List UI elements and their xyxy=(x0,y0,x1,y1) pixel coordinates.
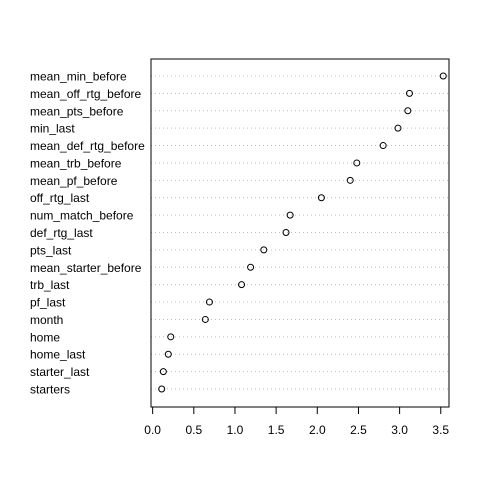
category-label: mean_starter_before xyxy=(30,261,142,275)
data-point xyxy=(260,246,268,254)
category-labels: mean_min_before mean_off_rtg_before mean_p… xyxy=(30,70,145,397)
data-point xyxy=(238,281,246,289)
x-tick-label: 2.0 xyxy=(309,423,326,437)
data-point xyxy=(167,333,175,341)
data-point xyxy=(404,107,412,115)
category-label: starter_last xyxy=(30,365,90,379)
data-point xyxy=(247,263,255,271)
data-point xyxy=(405,89,413,97)
category-label: mean_min_before xyxy=(30,70,127,84)
category-label: mean_trb_before xyxy=(30,156,122,170)
data-point xyxy=(282,229,290,236)
category-label: pts_last xyxy=(30,243,72,257)
category-label: num_match_before xyxy=(30,209,134,223)
x-tick-label: 3.5 xyxy=(432,423,449,437)
data-point xyxy=(159,368,167,376)
category-label: mean_off_rtg_before xyxy=(30,87,142,101)
category-label: mean_def_rtg_before xyxy=(30,139,145,153)
category-label: mean_pf_before xyxy=(30,174,118,188)
category-label: home xyxy=(30,330,60,344)
x-tick-label: 1.0 xyxy=(227,423,244,437)
x-tick-label: 2.5 xyxy=(350,423,367,437)
category-label: starters xyxy=(30,383,70,397)
category-label: trb_last xyxy=(30,278,70,292)
data-point xyxy=(164,350,172,358)
category-label: def_rtg_last xyxy=(30,226,93,240)
category-label: min_last xyxy=(30,122,75,136)
category-label: off_rtg_last xyxy=(30,191,90,205)
data-point xyxy=(286,211,294,219)
category-label: month xyxy=(30,313,63,327)
x-axis: 0.0 0.5 1.0 1.5 2.0 2.5 3.0 3.5 xyxy=(144,406,449,437)
data-point xyxy=(379,142,387,150)
data-point xyxy=(353,159,361,167)
category-label: pf_last xyxy=(30,296,66,310)
category-label: mean_pts_before xyxy=(30,104,124,118)
points-layer xyxy=(158,72,447,393)
data-point xyxy=(205,298,213,306)
data-point xyxy=(158,385,166,393)
grid-layer xyxy=(151,75,449,390)
data-point xyxy=(201,315,209,323)
data-point xyxy=(346,176,354,184)
x-tick-label: 1.5 xyxy=(268,423,285,437)
data-point xyxy=(439,72,447,80)
x-tick-label: 3.0 xyxy=(391,423,408,437)
data-point xyxy=(394,124,402,132)
data-point xyxy=(317,194,325,202)
category-label: home_last xyxy=(30,348,86,362)
x-tick-label: 0.5 xyxy=(185,423,202,437)
x-tick-label: 0.0 xyxy=(144,423,161,437)
